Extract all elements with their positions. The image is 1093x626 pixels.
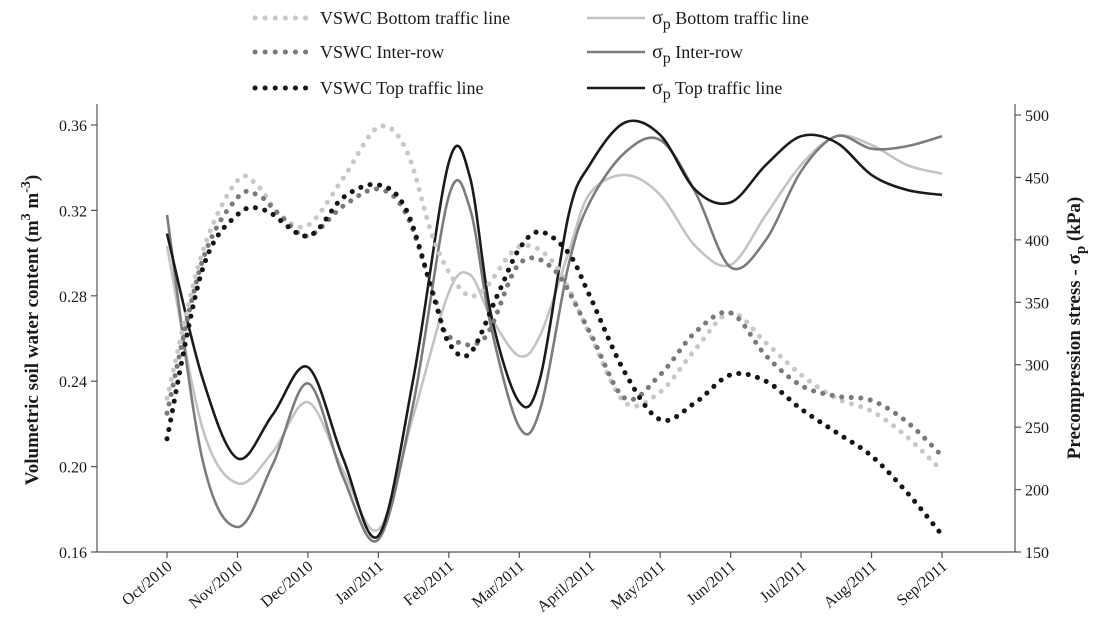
left-axis-ticks: 0.16 0.20 0.24 0.28 0.32 0.36 — [59, 118, 97, 562]
right-axis-title-prefix: Precompression stress - — [1064, 265, 1085, 460]
legend-sigma-sp-top: σ — [652, 77, 663, 99]
x-tick-label: Oct/2010 — [119, 558, 176, 609]
right-tick-label: 400 — [1025, 233, 1049, 250]
x-tick-label: Jun/2011 — [684, 558, 739, 608]
legend-sub-sp-top: p — [663, 86, 671, 103]
legend-label-sp-inter: σp Inter-row — [652, 41, 743, 67]
right-tick-label: 450 — [1025, 170, 1049, 187]
x-tick-label: May/2011 — [608, 558, 669, 613]
series-line-2 — [164, 181, 945, 538]
left-tick-label: 0.36 — [59, 118, 87, 135]
right-tick-label: 500 — [1025, 108, 1049, 125]
x-tick-label: April/2011 — [534, 558, 598, 616]
x-axis-ticks: Oct/2010 Nov/2010 Dec/2010 Jan/2011 Feb/2011… — [119, 552, 951, 616]
axes — [96, 104, 1016, 553]
x-tick-label: Mar/2011 — [469, 558, 528, 611]
series-layer — [164, 119, 945, 543]
x-tick-label: Aug/2011 — [821, 558, 880, 612]
left-tick-label: 0.16 — [59, 545, 87, 562]
legend: VSWC Bottom traffic line VSWC Inter-row … — [252, 7, 809, 103]
right-tick-label: 350 — [1025, 295, 1049, 312]
right-axis-title-sub: p — [1073, 246, 1089, 254]
x-tick-label: Feb/2011 — [401, 558, 458, 609]
left-axis-title-suffix: ) — [22, 175, 43, 181]
legend-label-vswc-bottom: VSWC Bottom traffic line — [320, 8, 510, 28]
legend-label-sp-bottom: σp Bottom traffic line — [652, 7, 809, 33]
x-tick-label: Nov/2010 — [186, 558, 246, 612]
legend-text-sp-bottom: Bottom traffic line — [671, 8, 809, 28]
x-tick-label: Jan/2011 — [332, 558, 387, 608]
right-tick-label: 300 — [1025, 358, 1049, 375]
right-axis-ticks: 150 200 250 300 350 400 450 500 — [1015, 108, 1049, 562]
x-tick-label: Jul/2011 — [757, 558, 810, 606]
legend-text-sp-top: Top traffic line — [671, 78, 783, 98]
legend-sub-sp-inter: p — [663, 50, 671, 67]
legend-sub-sp-bottom: p — [663, 16, 671, 33]
right-axis-title: Precompression stress - σp (kPa) — [1064, 197, 1089, 460]
left-axis-title: Volumetric soil water content (m3 m-3) — [19, 175, 43, 485]
series-line-5 — [165, 119, 943, 539]
legend-label-vswc-inter: VSWC Inter-row — [320, 42, 444, 62]
left-tick-label: 0.20 — [59, 460, 87, 477]
series-line-3 — [165, 134, 943, 533]
left-tick-label: 0.28 — [59, 289, 87, 306]
right-tick-label: 200 — [1025, 483, 1049, 500]
left-tick-label: 0.24 — [59, 374, 87, 391]
legend-label-sp-top: σp Top traffic line — [652, 77, 782, 103]
left-tick-label: 0.32 — [59, 203, 87, 220]
right-axis-title-sigma: σ — [1064, 254, 1085, 265]
left-axis-title-sup1: 3 — [19, 213, 34, 220]
legend-sigma-sp-bottom: σ — [652, 7, 663, 29]
left-axis-title-sup2: -3 — [19, 181, 34, 193]
legend-sigma-sp-inter: σ — [652, 41, 663, 63]
series-line-4 — [165, 134, 943, 543]
series-line-0 — [164, 123, 945, 474]
right-tick-label: 250 — [1025, 420, 1049, 437]
left-axis-title-prefix: Volumetric soil water content (m — [22, 220, 43, 485]
x-tick-label: Dec/2010 — [258, 558, 317, 611]
legend-text-sp-inter: Inter-row — [671, 42, 743, 62]
right-tick-label: 150 — [1025, 545, 1049, 562]
x-tick-label: Sep/2011 — [894, 558, 951, 609]
right-axis-title-suffix: (kPa) — [1064, 197, 1085, 246]
legend-label-vswc-top: VSWC Top traffic line — [320, 78, 484, 98]
left-axis-title-mid: m — [22, 193, 43, 214]
series-line-1 — [164, 186, 945, 459]
